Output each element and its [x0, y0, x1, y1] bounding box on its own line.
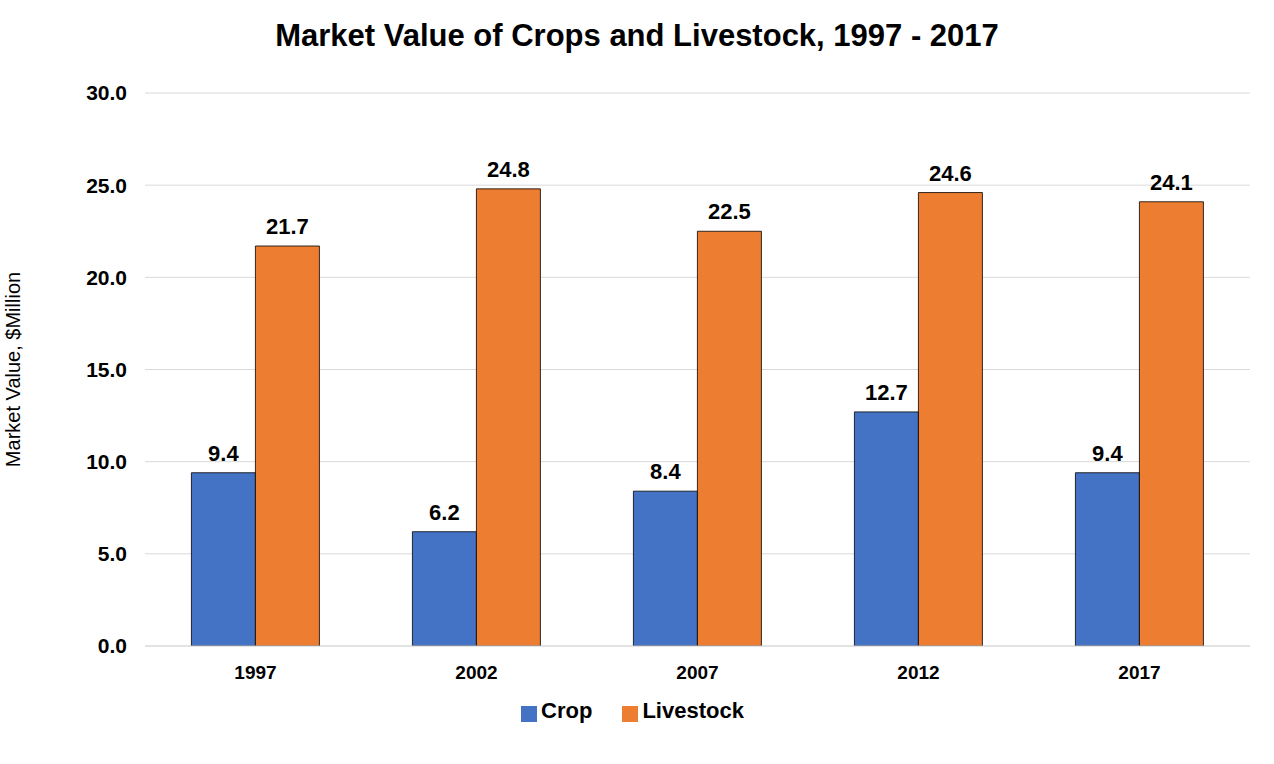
svg-text:2002: 2002	[455, 662, 497, 683]
html-text:Market Value of Crops and Live: Market Value of Crops and Livestock, 199…	[275, 18, 999, 53]
svg-text:24.8: 24.8	[487, 157, 530, 182]
svg-text:24.1: 24.1	[1150, 170, 1193, 195]
svg-text:2007: 2007	[676, 662, 718, 683]
svg-text:21.7: 21.7	[266, 214, 309, 239]
svg-text:5.0: 5.0	[98, 542, 127, 565]
svg-text:1997: 1997	[234, 662, 276, 683]
svg-text:22.5: 22.5	[708, 199, 751, 224]
svg-text:24.6: 24.6	[929, 161, 972, 186]
svg-text:9.4: 9.4	[1092, 441, 1123, 466]
svg-text:10.0: 10.0	[86, 450, 127, 473]
svg-text:Market Value, $Million: Market Value, $Million	[8, 272, 24, 467]
svg-text:6.2: 6.2	[429, 500, 460, 525]
svg-text:9.4: 9.4	[208, 441, 239, 466]
svg-text:0.0: 0.0	[98, 634, 127, 657]
html-text:Livestock: Livestock	[642, 698, 744, 723]
svg-text:2012: 2012	[897, 662, 939, 683]
svg-text:8.4: 8.4	[650, 459, 681, 484]
svg-text:12.7: 12.7	[865, 380, 908, 405]
svg-text:30.0: 30.0	[86, 81, 127, 104]
svg-text:25.0: 25.0	[86, 174, 127, 197]
svg-text:20.0: 20.0	[86, 266, 127, 289]
html-text:Crop: Crop	[541, 698, 593, 723]
svg-text:2017: 2017	[1118, 662, 1160, 683]
svg-text:15.0: 15.0	[86, 358, 127, 381]
